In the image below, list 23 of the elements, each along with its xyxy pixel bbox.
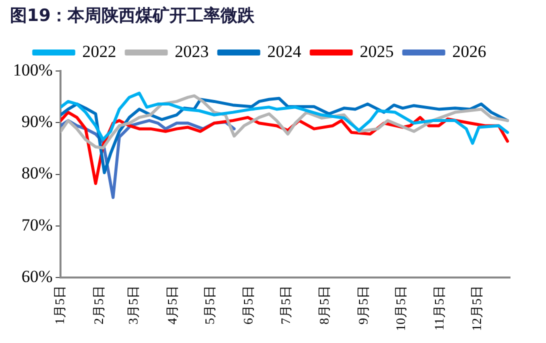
x-tick-label: 9月5日 bbox=[355, 286, 370, 324]
x-tick-label: 7月5日 bbox=[278, 286, 293, 324]
y-tick-label: 60% bbox=[21, 266, 53, 286]
x-tick-label: 12月5日 bbox=[468, 286, 484, 331]
legend-label: 2026 bbox=[452, 42, 486, 61]
legend-label: 2025 bbox=[360, 42, 394, 61]
x-tick-label: 1月5日 bbox=[52, 286, 68, 324]
x-tick-label: 10月5日 bbox=[392, 286, 408, 331]
x-tick-label: 2月5日 bbox=[90, 286, 106, 324]
x-tick-label: 3月5日 bbox=[126, 286, 141, 324]
x-tick-label: 5月5日 bbox=[202, 286, 217, 324]
y-tick-label: 90% bbox=[21, 112, 53, 132]
y-tick-label: 100% bbox=[12, 60, 53, 80]
y-tick-label: 70% bbox=[21, 215, 53, 234]
chart-title: 图19：本周陕西煤矿开工率微跌 bbox=[10, 5, 255, 27]
legend-label: 2022 bbox=[82, 42, 116, 61]
legend-label: 2024 bbox=[267, 42, 302, 61]
x-tick-label: 11月5日 bbox=[432, 286, 447, 331]
legend-label: 2023 bbox=[174, 42, 209, 61]
x-tick-label: 8月5日 bbox=[316, 286, 332, 324]
y-tick-label: 80% bbox=[21, 164, 53, 183]
x-tick-label: 6月5日 bbox=[240, 286, 256, 324]
x-tick-label: 4月5日 bbox=[164, 286, 180, 324]
